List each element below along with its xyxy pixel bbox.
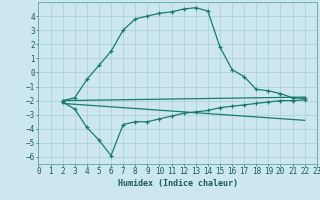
X-axis label: Humidex (Indice chaleur): Humidex (Indice chaleur) (118, 179, 238, 188)
